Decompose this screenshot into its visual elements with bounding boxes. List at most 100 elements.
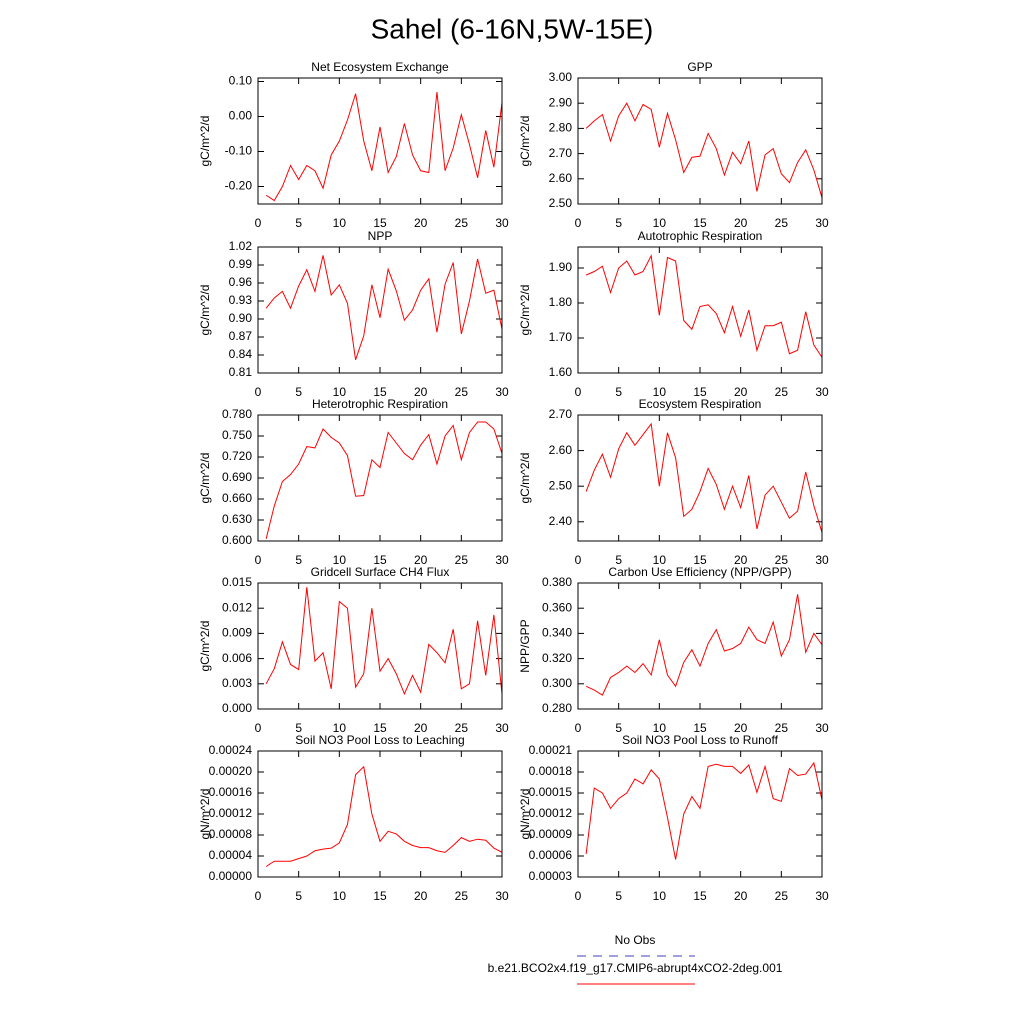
y-tick-label: 0.81 [229,365,253,379]
x-tick-label: 10 [333,721,347,735]
y-axis-label: gC/m^2/d [518,285,532,336]
y-tick-label: 2.50 [549,478,573,492]
x-tick-label: 0 [575,216,582,230]
x-tick-label: 25 [775,721,789,735]
y-tick-label: 0.87 [229,329,253,343]
y-tick-label: 0.93 [229,293,253,307]
plot-frame [257,582,503,710]
y-tick-label: 0.600 [222,533,252,547]
plot-frame [257,77,503,205]
x-tick-label: 20 [414,721,428,735]
x-tick-label: 25 [775,216,789,230]
x-tick-label: 15 [373,889,387,903]
x-tick-label: 0 [575,553,582,567]
y-axis-label: gC/m^2/d [198,621,212,672]
x-tick-label: 25 [455,889,469,903]
x-tick-label: 30 [495,553,509,567]
x-tick-label: 30 [495,721,509,735]
x-tick-label: 10 [653,553,667,567]
y-tick-label: 0.99 [229,257,253,271]
y-tick-label: 0.009 [222,626,252,640]
x-tick-label: 30 [495,385,509,399]
y-tick-label: 0.360 [542,600,572,614]
data-line [265,421,503,540]
y-tick-label: 1.80 [549,295,573,309]
x-tick-label: 0 [575,889,582,903]
panel-title: Soil NO3 Pool Loss to Leaching [295,733,464,747]
y-tick-label: 0.00009 [529,827,573,841]
y-axis-label: gC/m^2/d [198,285,212,336]
x-tick-label: 15 [693,216,707,230]
x-tick-label: 0 [575,385,582,399]
x-tick-label: 0 [255,889,262,903]
plot-frame [257,750,503,878]
y-tick-label: 1.70 [549,330,573,344]
x-tick-label: 25 [455,553,469,567]
panel-title: Ecosystem Respiration [639,397,762,411]
y-tick-label: 0.96 [229,275,253,289]
x-tick-label: 15 [693,721,707,735]
x-tick-label: 0 [255,385,262,399]
x-tick-label: 15 [373,553,387,567]
x-tick-label: 15 [693,889,707,903]
plot-frame [577,77,823,205]
x-tick-label: 20 [734,889,748,903]
x-tick-label: 25 [455,721,469,735]
panel-title: Autotrophic Respiration [638,229,763,243]
y-tick-label: 1.90 [549,260,573,274]
data-line [265,587,503,696]
data-line [265,255,503,360]
y-tick-label: 0.006 [222,651,252,665]
x-tick-label: 5 [615,721,622,735]
x-tick-label: 25 [775,385,789,399]
y-axis-label: gN/m^2/d [518,789,532,840]
data-line [585,761,823,860]
y-tick-label: 0.00018 [529,764,573,778]
y-axis-label: gC/m^2/d [198,453,212,504]
x-tick-label: 20 [734,385,748,399]
y-tick-label: 0.00000 [209,869,253,883]
y-tick-label: 2.90 [549,95,573,109]
y-tick-label: 0.00016 [209,785,253,799]
x-tick-label: 20 [414,216,428,230]
data-line [265,765,503,867]
x-tick-label: 5 [615,553,622,567]
x-tick-label: 30 [815,889,829,903]
x-tick-label: 10 [653,216,667,230]
x-tick-label: 20 [734,216,748,230]
x-tick-label: 10 [653,721,667,735]
plot-frame [577,246,823,374]
y-tick-label: -0.10 [225,144,253,158]
panel-title: Heterotrophic Respiration [312,397,448,411]
y-tick-label: 0.00012 [529,806,573,820]
x-tick-label: 25 [455,216,469,230]
y-tick-label: 1.60 [549,365,573,379]
x-tick-label: 5 [295,721,302,735]
y-tick-label: 0.00024 [209,743,253,757]
y-tick-label: 2.50 [549,196,573,210]
x-tick-label: 30 [815,216,829,230]
y-tick-label: 0.00020 [209,764,253,778]
x-tick-label: 10 [333,385,347,399]
panel-title: Carbon Use Efficiency (NPP/GPP) [608,565,791,579]
x-tick-label: 25 [775,553,789,567]
x-tick-label: 20 [414,553,428,567]
plot-frame [577,582,823,710]
y-tick-label: 2.60 [549,171,573,185]
y-tick-label: 3.00 [549,70,573,84]
x-tick-label: 15 [373,721,387,735]
y-tick-label: 0.750 [222,428,252,442]
data-line [585,254,823,358]
x-tick-label: 15 [373,385,387,399]
y-tick-label: 0.00004 [209,848,253,862]
y-tick-label: 0.320 [542,651,572,665]
x-tick-label: 20 [414,889,428,903]
y-tick-label: 1.02 [229,239,253,253]
y-tick-label: 0.00 [229,109,253,123]
plot-frame [257,246,503,374]
x-tick-label: 0 [575,721,582,735]
y-tick-label: -0.20 [225,179,253,193]
y-tick-label: 0.90 [229,311,253,325]
panel-title: Net Ecosystem Exchange [311,60,449,74]
